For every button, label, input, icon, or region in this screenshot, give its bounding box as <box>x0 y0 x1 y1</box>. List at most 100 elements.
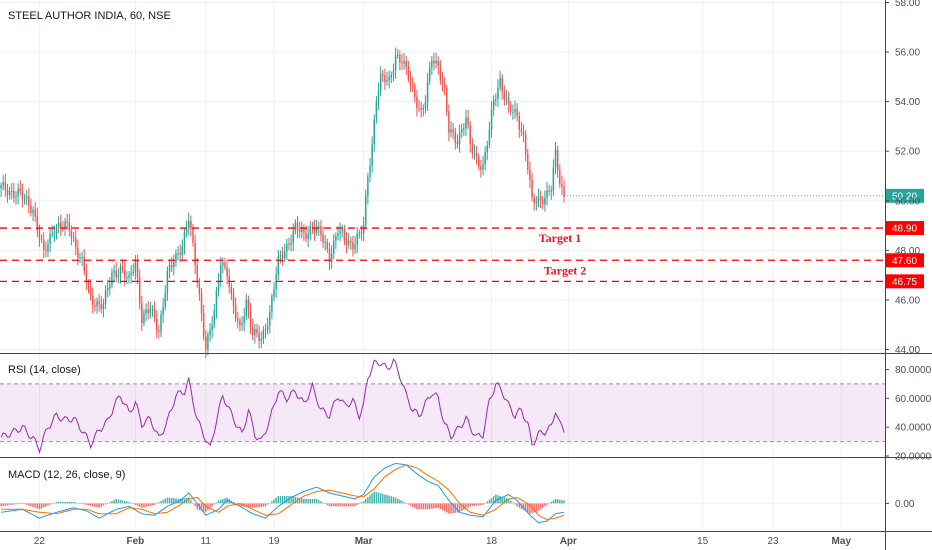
candle-body <box>237 318 239 321</box>
macd-histogram-bar <box>499 495 501 504</box>
macd-histogram-bar <box>456 503 459 513</box>
macd-histogram-bar <box>467 503 469 508</box>
macd-histogram-bar <box>158 502 160 504</box>
price-tick-label: 52.00 <box>895 147 920 158</box>
candle-body <box>247 299 250 311</box>
candle-body <box>533 197 535 204</box>
macd-histogram-bar <box>409 503 412 506</box>
candle-body <box>89 285 92 296</box>
candle-body <box>98 301 100 305</box>
candle-body <box>480 166 482 170</box>
macd-histogram-bar <box>369 495 371 504</box>
macd-histogram-bar <box>399 499 401 504</box>
macd-histogram-bar <box>0 503 2 507</box>
candle-body <box>109 284 111 288</box>
candle-body <box>166 271 169 294</box>
macd-histogram-bar <box>350 503 352 507</box>
macd-histogram-bar <box>377 492 380 504</box>
macd-histogram-bar <box>256 503 258 508</box>
candle-body <box>554 149 557 168</box>
candle-body <box>422 107 425 110</box>
candle-body <box>507 98 510 105</box>
macd-histogram-bar <box>264 503 267 507</box>
candle-body <box>454 131 457 143</box>
candle-body <box>388 77 390 81</box>
candle-body <box>232 294 235 306</box>
macd-histogram-bar <box>209 503 211 509</box>
macd-histogram-bar <box>130 502 132 504</box>
candle-body <box>10 190 13 192</box>
macd-histogram-bar <box>53 502 56 504</box>
macd-histogram-bar <box>324 503 326 504</box>
candle-body <box>335 236 337 241</box>
macd-histogram-bar <box>548 503 550 504</box>
macd-histogram-bar <box>330 503 333 507</box>
macd-histogram-bar <box>19 503 22 504</box>
candle-body <box>147 309 149 314</box>
macd-histogram-bar <box>414 503 416 509</box>
macd-histogram-bar <box>563 500 565 504</box>
candle-body <box>124 269 126 279</box>
macd-histogram-bar <box>164 498 167 504</box>
macd-histogram-bar <box>179 498 181 504</box>
time-tick-label: 22 <box>34 536 46 547</box>
candle-body <box>0 185 2 189</box>
macd-histogram-bar <box>307 498 309 504</box>
rsi-band-fill <box>0 383 885 442</box>
candle-body <box>313 227 316 233</box>
candle-body <box>539 197 542 200</box>
macd-histogram-bar <box>245 503 248 508</box>
candle-body <box>535 202 538 204</box>
candle-body <box>509 104 512 112</box>
macd-histogram-bar <box>509 500 512 504</box>
macd-histogram-bar <box>446 503 448 513</box>
macd-histogram-bar <box>407 503 410 505</box>
macd-histogram-bar <box>539 503 542 510</box>
candle-body <box>68 222 71 232</box>
macd-histogram-bar <box>416 503 418 510</box>
time-tick-label: 18 <box>486 536 498 547</box>
macd-histogram-bar <box>469 503 471 507</box>
candle-body <box>318 226 320 228</box>
candle-body <box>23 198 26 200</box>
macd-histogram-bar <box>320 501 322 504</box>
macd-histogram-bar <box>8 503 11 506</box>
macd-histogram-bar <box>390 496 393 504</box>
macd-histogram-bar <box>326 503 329 506</box>
macd-histogram-bar <box>94 503 96 507</box>
candle-body <box>40 238 43 240</box>
macd-histogram-bar <box>401 501 403 504</box>
candle-body <box>213 310 216 325</box>
candle-body <box>305 233 307 239</box>
macd-histogram-bar <box>38 503 41 510</box>
time-tick-label: Mar <box>355 536 373 547</box>
macd-histogram-bar <box>121 500 124 504</box>
macd-histogram-bar <box>531 503 533 513</box>
rsi-band <box>0 383 885 443</box>
candle-body <box>187 220 190 228</box>
macd-histogram-bar <box>260 503 262 507</box>
macd-histogram-bar <box>305 498 307 504</box>
candle-body <box>439 66 442 81</box>
macd-histogram-bar <box>173 498 175 504</box>
macd-histogram-bar <box>524 503 527 512</box>
candle-body <box>181 245 184 255</box>
time-tick-label: 23 <box>767 536 779 547</box>
macd-histogram-bar <box>492 496 495 504</box>
macd-histogram-bar <box>45 503 47 507</box>
macd-histogram-bar <box>450 503 452 514</box>
candle-body <box>328 249 331 262</box>
macd-histogram-bar <box>422 503 425 510</box>
candle-body <box>345 240 348 245</box>
candle-body <box>260 339 262 341</box>
candle-body <box>239 320 241 326</box>
macd-histogram-bar <box>298 497 301 504</box>
candle-body <box>19 188 22 192</box>
macd-histogram-bar <box>134 503 137 505</box>
macd-histogram-bar <box>441 503 444 511</box>
candle-body <box>529 169 531 181</box>
candle-body <box>141 303 143 323</box>
candle-body <box>399 54 401 63</box>
